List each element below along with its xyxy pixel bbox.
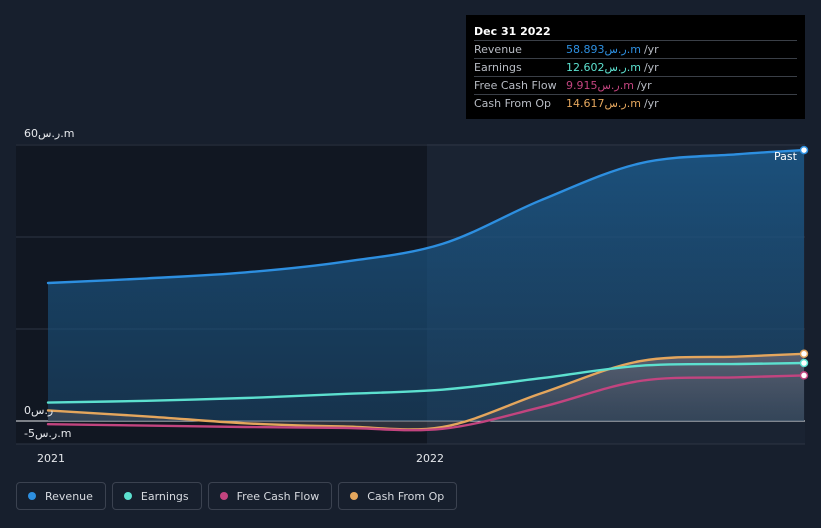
y-tick-label: 60ر.س.m xyxy=(24,127,74,140)
x-tick-label: 2022 xyxy=(416,452,444,465)
tooltip-unit: /yr xyxy=(636,79,652,92)
y-tick-label: -5ر.س.m xyxy=(24,427,71,440)
tooltip-row-cash-from-op: Cash From Op 14.617ر.س.m /yr xyxy=(474,95,797,112)
tooltip: Dec 31 2022 Revenue 58.893ر.س.m /yr Earn… xyxy=(466,15,805,119)
legend-label: Revenue xyxy=(45,489,93,503)
earnings-end-marker xyxy=(799,358,809,368)
legend-item-earnings[interactable]: Earnings xyxy=(111,482,202,510)
revenue-end-marker xyxy=(799,145,809,155)
free-cash-flow-line xyxy=(46,374,806,432)
series-lines xyxy=(46,148,806,432)
past-label: Past xyxy=(774,150,798,163)
tooltip-date: Dec 31 2022 xyxy=(474,23,797,41)
legend-label: Earnings xyxy=(140,489,189,503)
cash-from-op-end-marker xyxy=(799,349,809,359)
legend-item-revenue[interactable]: Revenue xyxy=(16,482,106,510)
tooltip-unit: /yr xyxy=(643,61,659,74)
revenue-area xyxy=(48,150,804,421)
tooltip-row-free-cash-flow: Free Cash Flow 9.915ر.س.m /yr xyxy=(474,77,797,95)
tooltip-label: Cash From Op xyxy=(474,97,552,110)
cash-from-op-line xyxy=(46,352,806,431)
tooltip-label: Revenue xyxy=(474,43,522,56)
tooltip-value: 9.915ر.س.m xyxy=(566,79,634,92)
legend-dot-icon xyxy=(350,492,359,500)
legend-label: Cash From Op xyxy=(367,489,445,503)
tooltip-value: 14.617ر.س.m xyxy=(566,97,641,110)
y-tick-label: 0ر.س xyxy=(24,404,53,417)
tooltip-label: Earnings xyxy=(474,61,522,74)
area-fills xyxy=(48,150,804,430)
revenue-line xyxy=(46,148,806,285)
tooltip-unit: /yr xyxy=(643,43,659,56)
tooltip-row-revenue: Revenue 58.893ر.س.m /yr xyxy=(474,41,797,59)
tooltip-row-earnings: Earnings 12.602ر.س.m /yr xyxy=(474,59,797,77)
legend-dot-icon xyxy=(219,492,228,500)
earnings-line xyxy=(46,361,806,404)
legend-item-free-cash-flow[interactable]: Free Cash Flow xyxy=(207,482,333,510)
cash-from-op-area xyxy=(48,353,804,430)
tooltip-value: 58.893ر.س.m xyxy=(566,43,641,56)
legend-dot-icon xyxy=(123,492,132,500)
tooltip-value: 12.602ر.س.m xyxy=(566,61,641,74)
free-cash-flow-end-marker xyxy=(799,371,809,380)
end-markers xyxy=(799,145,809,380)
legend-dot-icon xyxy=(28,492,36,500)
legend: Revenue Earnings Free Cash Flow Cash Fro… xyxy=(16,482,458,510)
tooltip-label: Free Cash Flow xyxy=(474,79,557,92)
legend-item-cash-from-op[interactable]: Cash From Op xyxy=(338,482,458,510)
axis-labels: 60ر.س.m 0ر.س -5ر.س.m 2021 2022 Past xyxy=(24,127,798,465)
tooltip-unit: /yr xyxy=(643,97,659,110)
legend-label: Free Cash Flow xyxy=(236,489,320,503)
x-tick-label: 2021 xyxy=(37,452,65,465)
